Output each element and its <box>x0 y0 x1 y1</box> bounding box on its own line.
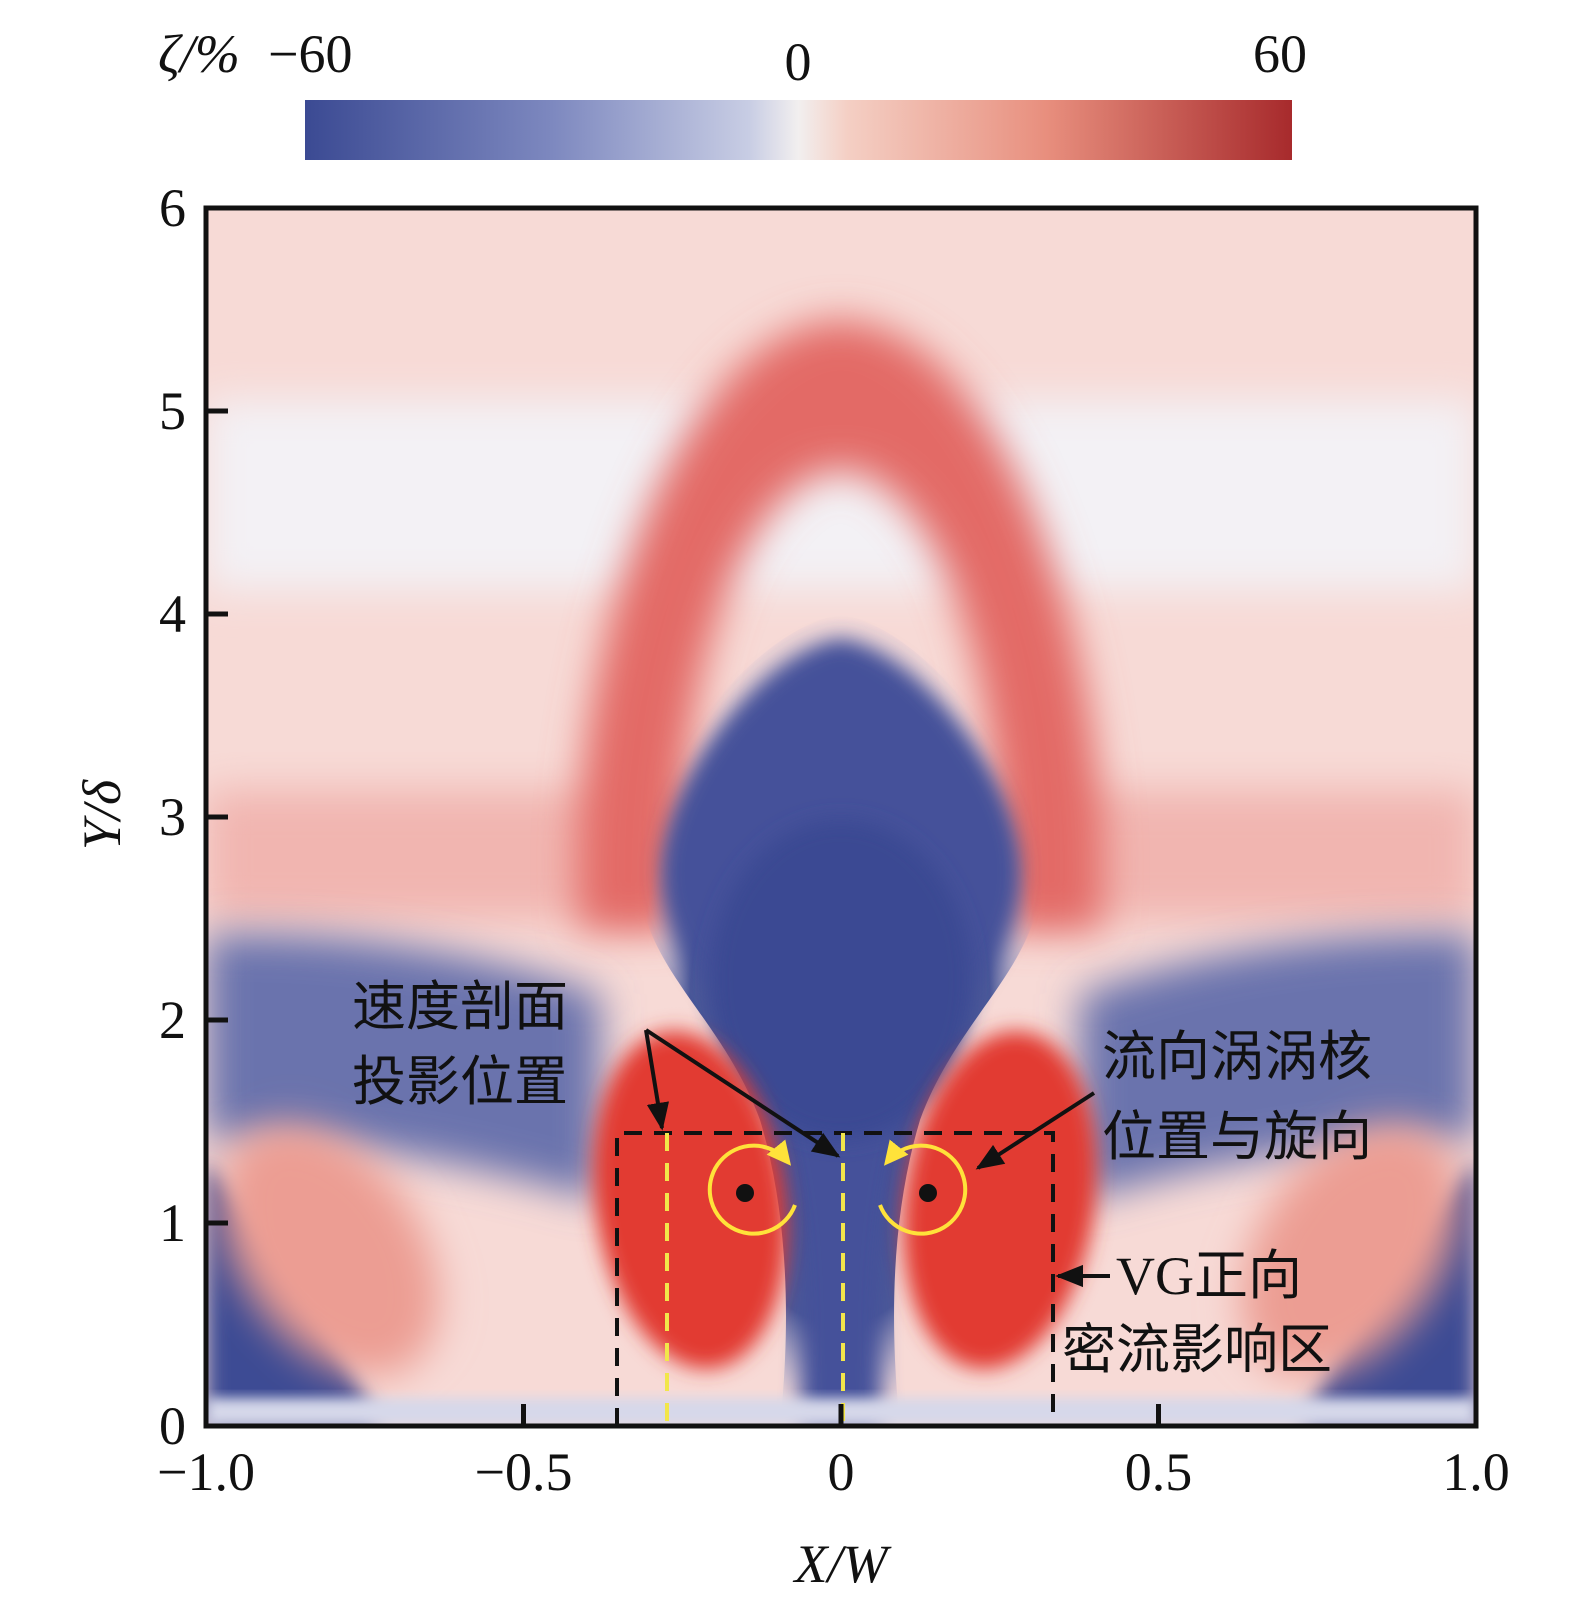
y-tick-label: 1 <box>159 1193 186 1253</box>
y-tick-label: 4 <box>159 584 186 644</box>
vortex-rotation-right-icon <box>878 1139 968 1236</box>
vorticity-field <box>206 208 1476 1426</box>
y-tick-label: 2 <box>159 990 186 1050</box>
profile-arrow-2 <box>644 1028 841 1158</box>
colorbar-gradient <box>305 100 1292 160</box>
vortex-label-line-2: 位置与旋向 <box>1102 1107 1372 1167</box>
colorbar-tick-mid: 0 <box>785 32 812 92</box>
vg-label-line-1: VG正向 <box>1116 1246 1302 1306</box>
x-axis-label: X/W <box>793 1534 893 1594</box>
y-tick-label: 0 <box>159 1396 186 1456</box>
colorbar-label: ζ/% <box>158 24 240 84</box>
y-tick-label: 5 <box>159 381 186 441</box>
x-tick-label: 0 <box>828 1442 855 1502</box>
y-tick-label: 3 <box>159 787 186 847</box>
profile-label-line-2: 投影位置 <box>352 1052 568 1112</box>
vortex-arrow <box>975 1091 1096 1170</box>
profile-label-line-1: 速度剖面 <box>352 977 568 1037</box>
callouts: 速度剖面 投影位置 流向涡涡核 位置与旋向 VG正向 密流影响区 <box>352 977 1372 1380</box>
x-tick-label: 0.5 <box>1125 1442 1193 1502</box>
colorbar-tick-max: 60 <box>1253 24 1307 84</box>
vortex-core-right <box>919 1184 937 1202</box>
vortex-label-line-1: 流向涡涡核 <box>1102 1027 1372 1087</box>
y-axis-label: Y/δ <box>72 779 132 850</box>
colorbar: ζ/% −60 0 60 <box>158 24 1307 160</box>
x-tick-label: −1.0 <box>157 1442 255 1502</box>
vortex-rotation-left-icon <box>707 1139 797 1236</box>
vg-label-line-2: 密流影响区 <box>1062 1320 1332 1380</box>
x-tick-label: −0.5 <box>475 1442 573 1502</box>
profile-arrow-1 <box>644 1029 669 1131</box>
y-axis: 0 1 2 3 4 5 6 <box>159 178 228 1456</box>
vortex-core-left <box>736 1184 754 1202</box>
x-axis: −1.0 −0.5 0 0.5 1.0 <box>157 1404 1510 1502</box>
x-tick-label: 1.0 <box>1442 1442 1510 1502</box>
y-tick-label: 6 <box>159 178 186 238</box>
colorbar-tick-min: −60 <box>268 24 352 84</box>
